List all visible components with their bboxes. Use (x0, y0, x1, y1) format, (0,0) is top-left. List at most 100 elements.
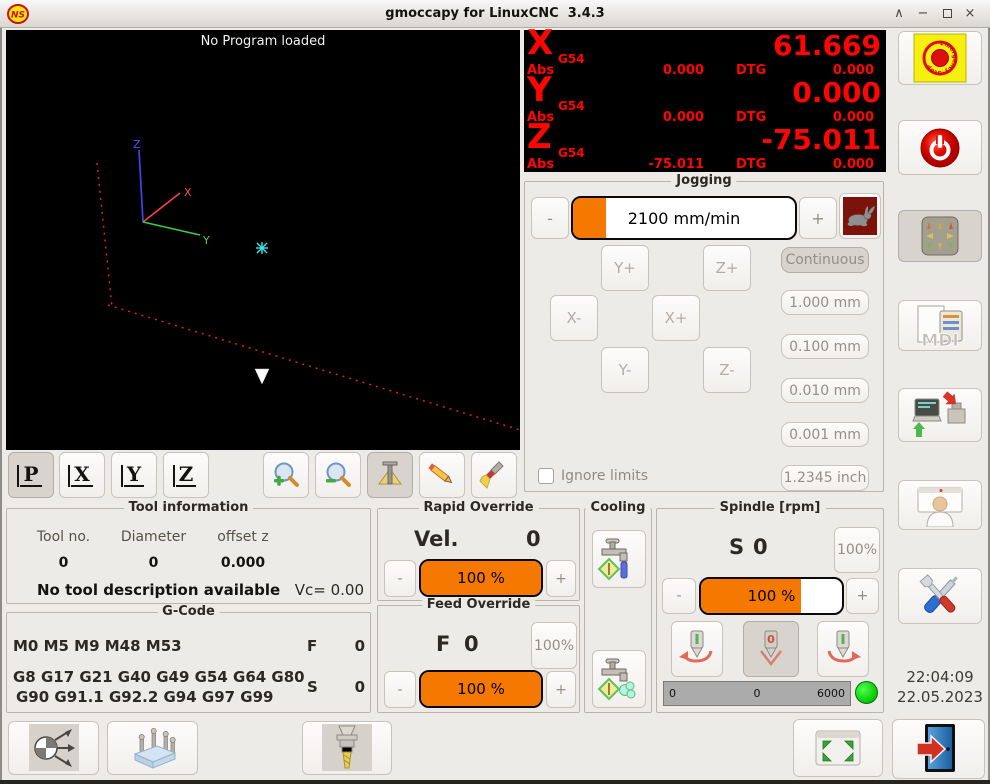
dimensions-button[interactable] (419, 452, 465, 498)
spindle-plus-button[interactable]: + (846, 578, 879, 614)
zoom-in-button[interactable] (263, 452, 309, 498)
spindle-rpm-bar: 0 0 6000 (663, 681, 851, 706)
jog-speed-plus-button[interactable]: + (799, 197, 837, 239)
touch-plate-button[interactable] (107, 721, 198, 775)
spindle-minus-button[interactable]: - (662, 578, 696, 614)
jog-continuous-button[interactable]: Continuous (781, 247, 869, 273)
gcode-frame: G-Code M0 M5 M9 M48 M53 F 0 G8 G17 G21 G… (6, 604, 371, 713)
spindle-cw-icon (827, 630, 861, 663)
jog-z-plus-button[interactable]: Z+ (703, 245, 751, 291)
jog-x-minus-button[interactable]: X- (550, 295, 598, 341)
rapid-override-slider[interactable]: 100 % (419, 559, 543, 597)
jog-fast-toggle-button[interactable] (839, 193, 881, 239)
feed-plus-button[interactable]: + (546, 671, 576, 708)
window-edge-left (0, 28, 2, 784)
offset-z-header: offset z (217, 529, 269, 545)
spindle-ccw-button[interactable] (671, 621, 723, 677)
flood-icon (598, 538, 628, 581)
dro-dtg-value: 0.000 (832, 157, 874, 172)
tool-measure-button[interactable] (367, 452, 413, 498)
touch-off-button[interactable] (8, 721, 99, 775)
minimize-window-icon[interactable]: − (917, 6, 929, 21)
jog-increment-001mm-button[interactable]: 0.010 mm (781, 378, 869, 403)
maximize-glyph (942, 9, 952, 18)
mdi-text: MDI (921, 331, 958, 349)
dro-dtg-label: DTG (736, 63, 767, 78)
rapid-minus-button[interactable]: - (384, 560, 416, 597)
jog-z-minus-button[interactable]: Z- (703, 347, 751, 393)
ignore-limits-label: Ignore limits (561, 468, 649, 484)
fullscreen-toggle-button[interactable] (793, 719, 883, 777)
feed-reset-button[interactable]: 100% (531, 622, 577, 669)
close-window-icon[interactable]: × (964, 6, 976, 21)
settings-button[interactable] (898, 568, 982, 624)
clear-plot-button[interactable] (471, 452, 517, 498)
rapid-slider-text: 100 % (457, 569, 505, 587)
jog-increment-0001mm-button[interactable]: 0.001 mm (781, 422, 869, 447)
vel-label: Vel. (414, 527, 459, 551)
tool-info-title: Tool information (123, 500, 254, 515)
view-z-button[interactable]: Z (163, 452, 209, 498)
gremlin-preview[interactable]: No Program loaded Z X Y (6, 30, 521, 450)
settings-tools-icon (919, 574, 958, 614)
touch-plate-icon (133, 728, 176, 769)
zoom-out-button[interactable] (315, 452, 361, 498)
window-title: gmoccapy for LinuxCNC 3.4.3 (385, 6, 605, 21)
s-value: 0 (354, 678, 365, 696)
spindle-title: Spindle [rpm] (714, 500, 826, 515)
window-edge-bottom (0, 780, 990, 784)
exit-door-icon (915, 724, 955, 772)
maximize-window-icon[interactable] (938, 6, 956, 22)
dro-abs-label: Abs (527, 157, 555, 172)
jog-x-plus-button[interactable]: X+ (652, 295, 700, 341)
ignore-limits-checkbox[interactable] (538, 468, 554, 484)
machine-on-button[interactable] (898, 120, 982, 175)
jog-speed-minus-button[interactable]: - (531, 197, 569, 239)
feed-value: 0 (464, 632, 479, 656)
exit-button[interactable] (892, 719, 985, 779)
estop-button[interactable]: Emergency-Stop (898, 31, 982, 85)
flood-coolant-button[interactable] (592, 530, 646, 588)
jog-pad-icon (921, 216, 959, 256)
jog-y-minus-button[interactable]: Y- (601, 347, 649, 393)
pencil-icon (428, 463, 453, 484)
shade-window-icon[interactable]: ∧ (894, 6, 904, 21)
jog-y-plus-button[interactable]: Y+ (601, 245, 649, 291)
feed-fill (421, 672, 541, 706)
spindle-override-slider[interactable]: 100 % (699, 577, 844, 615)
z-view-letter: Z (172, 463, 197, 487)
user-tabs-button[interactable] (898, 480, 982, 530)
view-x-button[interactable]: X (59, 452, 105, 498)
active-g-codes-2: G90 G91.1 G92.2 G94 G97 G99 (16, 688, 274, 706)
jog-increment-01mm-button[interactable]: 0.100 mm (781, 334, 869, 359)
rapid-plus-button[interactable]: + (546, 560, 576, 597)
tool-change-button[interactable] (302, 721, 392, 775)
auto-mode-button[interactable] (898, 388, 982, 442)
view-perspective-button[interactable]: P (8, 452, 54, 498)
jog-increment-1mm-button[interactable]: 1.000 mm (781, 290, 869, 315)
spindle-slider-text: 100 % (747, 587, 796, 605)
dro-dtg-value: 0.000 (832, 110, 874, 125)
mist-icon (598, 658, 636, 701)
jog-speed-slider[interactable]: 2100 mm/min (571, 196, 797, 240)
spindle-stop-button[interactable]: 0 (743, 621, 799, 677)
y-view-letter: Y (120, 463, 145, 487)
unit-toggle-button[interactable]: 1.2345 inch (781, 465, 869, 491)
window-edge-right (988, 28, 990, 784)
spindle-s-label: S (729, 535, 745, 559)
x-view-letter: X (68, 463, 93, 487)
spindle-fill (701, 579, 802, 613)
dro-main-value: 0.000 (792, 76, 881, 109)
rpm-bar-value: 0 (753, 687, 761, 700)
dro-abs-value: 0.000 (662, 63, 704, 78)
y-axis-line (142, 221, 201, 236)
mdi-mode-button[interactable]: MDI (898, 300, 982, 351)
feed-minus-button[interactable]: - (384, 671, 416, 708)
spindle-reset-button[interactable]: 100% (834, 527, 880, 573)
spindle-cw-button[interactable] (817, 621, 869, 677)
feed-override-slider[interactable]: 100 % (419, 670, 543, 708)
manual-mode-button[interactable] (898, 210, 982, 262)
dro-row-y: Y G54 0.000 Abs 0.000 DTG 0.000 (524, 73, 886, 126)
mist-coolant-button[interactable] (592, 650, 646, 708)
view-y-button[interactable]: Y (111, 452, 157, 498)
